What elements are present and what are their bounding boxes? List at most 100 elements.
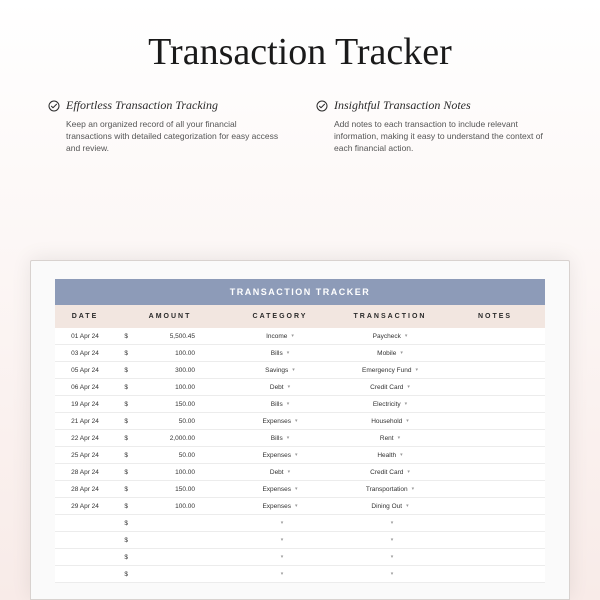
col-category: CATEGORY [225,313,335,320]
cell-amount[interactable]: $150.00 [115,486,225,493]
cell-category-dropdown[interactable]: Bills▾ [225,435,335,442]
table-body: 01 Apr 24$5,500.45Income▾Paycheck▾ 03 Apr… [55,328,545,583]
feature-desc: Keep an organized record of all your fin… [48,119,284,155]
cell-amount[interactable]: $2,000.00 [115,435,225,442]
chevron-down-icon: ▾ [405,401,408,407]
chevron-down-icon: ▾ [406,418,409,424]
feature-title: Insightful Transaction Notes [316,98,552,113]
chevron-down-icon: ▾ [400,350,403,356]
cell-category-dropdown[interactable]: ▾ [225,554,335,560]
cell-amount[interactable]: $100.00 [115,503,225,510]
cell-category-dropdown[interactable]: Debt▾ [225,384,335,391]
cell-transaction-dropdown[interactable]: Dining Out▾ [335,503,445,510]
cell-category-dropdown[interactable]: ▾ [225,571,335,577]
feature-title: Effortless Transaction Tracking [48,98,284,113]
cell-amount[interactable]: $100.00 [115,469,225,476]
cell-category-dropdown[interactable]: Expenses▾ [225,486,335,493]
cell-amount[interactable]: $100.00 [115,350,225,357]
cell-transaction-dropdown[interactable]: Household▾ [335,418,445,425]
cell-transaction-dropdown[interactable]: Credit Card▾ [335,469,445,476]
cell-transaction-dropdown[interactable]: ▾ [335,571,445,577]
table-row: 01 Apr 24$5,500.45Income▾Paycheck▾ [55,328,545,345]
cell-amount[interactable]: $ [115,554,225,561]
cell-category-dropdown[interactable]: Savings▾ [225,367,335,374]
table-row: 05 Apr 24$300.00Savings▾Emergency Fund▾ [55,362,545,379]
feature-desc: Add notes to each transaction to include… [316,119,552,155]
cell-category-dropdown[interactable]: Expenses▾ [225,452,335,459]
feature-notes: Insightful Transaction Notes Add notes t… [316,98,552,155]
table-row: 28 Apr 24$150.00Expenses▾Transportation▾ [55,481,545,498]
cell-amount[interactable]: $100.00 [115,384,225,391]
cell-amount[interactable]: $ [115,520,225,527]
chevron-down-icon: ▾ [288,469,291,475]
cell-amount[interactable]: $50.00 [115,452,225,459]
table-row: $ ▾ ▾ [55,549,545,566]
cell-date[interactable]: 28 Apr 24 [55,469,115,476]
cell-date[interactable]: 29 Apr 24 [55,503,115,510]
cell-date[interactable]: 01 Apr 24 [55,333,115,340]
cell-category-dropdown[interactable]: Bills▾ [225,350,335,357]
chevron-down-icon: ▾ [287,401,290,407]
chevron-down-icon: ▾ [281,571,284,577]
cell-transaction-dropdown[interactable]: Paycheck▾ [335,333,445,340]
cell-transaction-dropdown[interactable]: Rent▾ [335,435,445,442]
chevron-down-icon: ▾ [281,554,284,560]
cell-transaction-dropdown[interactable]: Emergency Fund▾ [335,367,445,374]
cell-transaction-dropdown[interactable]: Mobile▾ [335,350,445,357]
cell-date[interactable]: 03 Apr 24 [55,350,115,357]
cell-transaction-dropdown[interactable]: ▾ [335,554,445,560]
chevron-down-icon: ▾ [281,520,284,526]
cell-category-dropdown[interactable]: ▾ [225,520,335,526]
cell-transaction-dropdown[interactable]: Health▾ [335,452,445,459]
cell-date[interactable]: 05 Apr 24 [55,367,115,374]
cell-amount[interactable]: $300.00 [115,367,225,374]
cell-transaction-dropdown[interactable]: Transportation▾ [335,486,445,493]
table-row: 29 Apr 24$100.00Expenses▾Dining Out▾ [55,498,545,515]
cell-amount[interactable]: $ [115,537,225,544]
cell-category-dropdown[interactable]: Debt▾ [225,469,335,476]
cell-date[interactable]: 25 Apr 24 [55,452,115,459]
table-row: $ ▾ ▾ [55,532,545,549]
cell-category-dropdown[interactable]: Expenses▾ [225,503,335,510]
chevron-down-icon: ▾ [291,333,294,339]
chevron-down-icon: ▾ [295,503,298,509]
features-row: Effortless Transaction Tracking Keep an … [0,98,600,185]
sheet-banner: TRANSACTION TRACKER [55,279,545,305]
table-row: 28 Apr 24$100.00Debt▾Credit Card▾ [55,464,545,481]
chevron-down-icon: ▾ [295,452,298,458]
chevron-down-icon: ▾ [398,435,401,441]
cell-transaction-dropdown[interactable]: ▾ [335,537,445,543]
table-row: 25 Apr 24$50.00Expenses▾Health▾ [55,447,545,464]
cell-date[interactable]: 19 Apr 24 [55,401,115,408]
cell-category-dropdown[interactable]: Bills▾ [225,401,335,408]
col-date: DATE [55,313,115,320]
column-headers: DATE AMOUNT CATEGORY TRANSACTION NOTES [55,305,545,328]
cell-transaction-dropdown[interactable]: Credit Card▾ [335,384,445,391]
chevron-down-icon: ▾ [287,350,290,356]
chevron-down-icon: ▾ [412,486,415,492]
cell-amount[interactable]: $5,500.45 [115,333,225,340]
cell-category-dropdown[interactable]: Expenses▾ [225,418,335,425]
feature-title-text: Effortless Transaction Tracking [66,98,218,113]
cell-date[interactable]: 22 Apr 24 [55,435,115,442]
cell-date[interactable]: 28 Apr 24 [55,486,115,493]
cell-date[interactable]: 21 Apr 24 [55,418,115,425]
page-title: Transaction Tracker [0,0,600,98]
chevron-down-icon: ▾ [415,367,418,373]
cell-amount[interactable]: $50.00 [115,418,225,425]
cell-amount[interactable]: $150.00 [115,401,225,408]
chevron-down-icon: ▾ [281,537,284,543]
cell-amount[interactable]: $ [115,571,225,578]
chevron-down-icon: ▾ [391,537,394,543]
cell-date[interactable]: 06 Apr 24 [55,384,115,391]
cell-transaction-dropdown[interactable]: ▾ [335,520,445,526]
feature-title-text: Insightful Transaction Notes [334,98,471,113]
cell-category-dropdown[interactable]: ▾ [225,537,335,543]
chevron-down-icon: ▾ [391,520,394,526]
chevron-down-icon: ▾ [292,367,295,373]
table-row: $ ▾ ▾ [55,566,545,583]
table-row: 06 Apr 24$100.00Debt▾Credit Card▾ [55,379,545,396]
cell-category-dropdown[interactable]: Income▾ [225,333,335,340]
cell-transaction-dropdown[interactable]: Electricity▾ [335,401,445,408]
chevron-down-icon: ▾ [406,503,409,509]
